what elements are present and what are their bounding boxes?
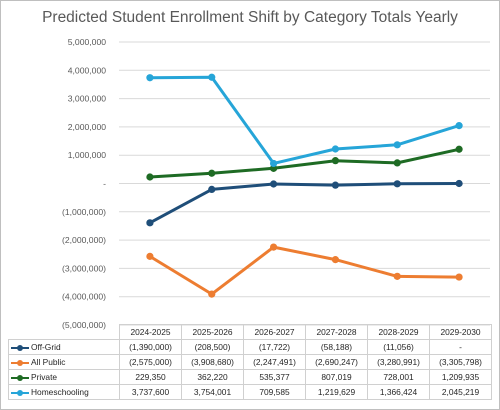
data-label: (3,305,798) (429, 354, 492, 370)
data-label: 535,377 (243, 369, 306, 385)
category-label: 2025-2026 (181, 324, 244, 340)
data-label: 709,585 (243, 384, 306, 400)
y-axis-ticks: 5,000,000 4,000,000 3,000,000 2,000,000 1,00… (62, 37, 106, 330)
data-label: (2,690,247) (305, 354, 368, 370)
series-line-all-public (148, 245, 461, 296)
data-point (269, 164, 278, 172)
data-label: 807,019 (305, 369, 368, 385)
category-label: 2029-2030 (429, 324, 492, 340)
data-point (393, 141, 401, 149)
data-label: (208,500) (181, 339, 244, 355)
data-label: 362,220 (181, 369, 244, 385)
data-label: (1,390,000) (119, 339, 182, 355)
series-name-cell: Off-Grid (8, 339, 120, 355)
data-point (331, 145, 340, 153)
data-point (146, 74, 154, 82)
data-point (208, 169, 216, 177)
series-name: All Public (31, 357, 66, 367)
data-point (208, 185, 216, 194)
y-tick-label: 3,000,000 (68, 94, 106, 104)
data-point (146, 173, 154, 181)
data-point (208, 73, 216, 81)
data-table-row: Private 229,350 362,220 535,377 807,019 … (8, 369, 492, 385)
data-table-header: 2024-2025 2025-2026 2026-2027 2027-2028 … (8, 324, 492, 340)
data-label: (17,722) (243, 339, 306, 355)
series-name: Private (31, 372, 58, 382)
y-tick-label: 2,000,000 (68, 122, 106, 132)
data-point (455, 145, 463, 153)
y-tick-label: (3,000,000) (62, 263, 106, 273)
data-point (208, 290, 216, 298)
data-label: 3,737,600 (119, 384, 182, 400)
data-point (146, 219, 154, 227)
data-table-corner (8, 324, 120, 340)
series-name: Off-Grid (31, 342, 61, 352)
y-tick-label: 4,000,000 (68, 65, 106, 75)
data-point (331, 157, 340, 165)
y-tick-label: - (103, 179, 106, 189)
category-label: 2027-2028 (305, 324, 368, 340)
data-label: (11,056) (367, 339, 430, 355)
data-label: (2,247,491) (243, 354, 306, 370)
data-table-row: All Public (2,575,000) (3,908,680) (2,24… (8, 354, 492, 370)
series-name-cell: Homeschooling (8, 384, 120, 400)
legend-key-all-public (11, 359, 29, 367)
data-point (393, 180, 401, 188)
data-point (455, 179, 463, 188)
data-label: 229,350 (119, 369, 182, 385)
series-line-off-grid (148, 182, 461, 225)
y-tick-label: 1,000,000 (68, 150, 106, 160)
data-label: (2,575,000) (119, 354, 182, 370)
data-label: 1,219,629 (305, 384, 368, 400)
series-lines (146, 73, 463, 298)
data-label: (3,280,991) (367, 354, 430, 370)
data-label: 1,366,424 (367, 384, 430, 400)
data-label: (3,908,680) (181, 354, 244, 370)
legend-key-off-grid (11, 344, 29, 352)
data-point (455, 122, 463, 130)
series-name-cell: All Public (8, 354, 120, 370)
data-table-row: Off-Grid (1,390,000) (208,500) (17,722) … (8, 339, 492, 355)
data-point (331, 256, 340, 264)
series-name-cell: Private (8, 369, 120, 385)
data-label: 1,209,935 (429, 369, 492, 385)
data-label: - (429, 339, 492, 355)
data-label: (58,188) (305, 339, 368, 355)
data-table-row: Homeschooling 3,737,600 3,754,001 709,58… (8, 384, 492, 400)
data-point (269, 159, 278, 168)
data-point (455, 273, 463, 281)
series-name: Homeschooling (31, 387, 89, 397)
data-label: 728,001 (367, 369, 430, 385)
data-label: 2,045,219 (429, 384, 492, 400)
legend-key-homeschooling (11, 389, 29, 397)
series-line-private (148, 147, 461, 179)
category-label: 2026-2027 (243, 324, 306, 340)
data-point (269, 243, 278, 251)
legend-key-private (11, 374, 29, 382)
y-tick-label: (1,000,000) (62, 207, 106, 217)
data-point (269, 180, 278, 188)
y-tick-label: 5,000,000 (68, 37, 106, 47)
data-point (146, 252, 154, 260)
data-table: 2024-2025 2025-2026 2026-2027 2027-2028 … (8, 324, 492, 400)
data-point (393, 159, 401, 167)
data-label: 3,754,001 (181, 384, 244, 400)
y-tick-label: (4,000,000) (62, 292, 106, 302)
chart-title: Predicted Student Enrollment Shift by Ca… (42, 9, 458, 26)
category-label: 2028-2029 (367, 324, 430, 340)
data-point (393, 272, 401, 280)
y-tick-label: (2,000,000) (62, 235, 106, 245)
category-label: 2024-2025 (119, 324, 182, 340)
series-line-homeschooling (148, 75, 461, 165)
data-point (331, 181, 340, 189)
